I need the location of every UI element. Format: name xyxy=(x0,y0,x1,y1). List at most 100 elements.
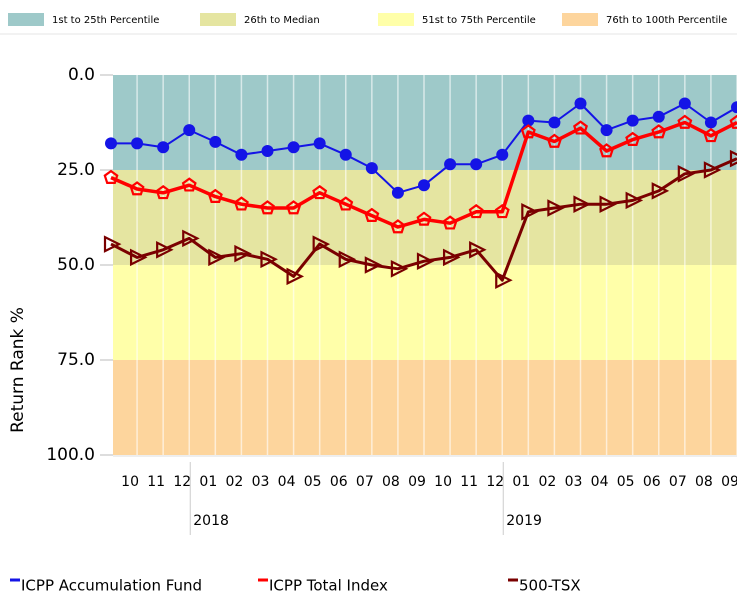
x-tick-label: 03 xyxy=(565,474,583,490)
x-tick-label: 07 xyxy=(669,474,687,490)
point xyxy=(129,248,148,267)
point xyxy=(129,181,145,196)
point xyxy=(469,241,487,259)
point xyxy=(599,195,618,213)
y-tick-label: 0.0 xyxy=(68,65,95,85)
point xyxy=(339,148,352,161)
point xyxy=(207,188,223,203)
point xyxy=(442,248,461,267)
point xyxy=(496,148,509,161)
x-tick-label: 05 xyxy=(617,474,635,490)
point xyxy=(286,267,305,286)
point xyxy=(183,124,196,137)
point xyxy=(155,184,171,200)
y-tick-label: 50.0 xyxy=(57,255,95,275)
point xyxy=(495,271,513,289)
x-tick-label: 12 xyxy=(173,474,191,490)
point xyxy=(729,149,737,168)
point xyxy=(312,184,328,200)
x-tick-label: 10 xyxy=(434,474,452,490)
point xyxy=(103,235,122,253)
point xyxy=(235,148,248,161)
point xyxy=(131,137,144,150)
point xyxy=(286,200,302,215)
series-line xyxy=(110,120,737,229)
x-tick-label: 06 xyxy=(330,474,348,490)
point xyxy=(522,114,535,127)
point xyxy=(729,114,737,129)
x-tick-label: 08 xyxy=(382,474,400,490)
point xyxy=(678,97,691,110)
point xyxy=(704,116,717,129)
point xyxy=(574,97,587,110)
point xyxy=(209,135,222,148)
band xyxy=(113,360,737,455)
point xyxy=(444,158,457,171)
point xyxy=(520,124,536,139)
point xyxy=(626,114,639,127)
point xyxy=(651,124,667,139)
point xyxy=(312,235,331,253)
point xyxy=(548,116,561,129)
legend-swatch xyxy=(8,13,44,26)
point xyxy=(364,207,380,222)
point xyxy=(494,203,510,219)
point xyxy=(260,250,278,269)
series-line xyxy=(110,157,737,282)
point xyxy=(418,179,430,192)
point xyxy=(390,219,406,234)
point xyxy=(677,114,693,129)
band xyxy=(113,265,737,360)
legend-label: ICPP Accumulation Fund xyxy=(21,577,202,594)
point xyxy=(573,195,591,213)
x-tick-label: 02 xyxy=(539,474,557,490)
x-tick-label: 01 xyxy=(512,474,530,490)
legend-label: ICPP Total Index xyxy=(269,577,388,594)
point xyxy=(731,101,737,114)
point xyxy=(625,131,641,146)
point xyxy=(470,158,483,171)
point xyxy=(546,133,562,148)
point xyxy=(416,252,435,270)
point xyxy=(390,260,409,278)
legend-swatch xyxy=(562,13,598,26)
point xyxy=(103,169,119,184)
x-tick-label: 04 xyxy=(278,474,296,490)
point xyxy=(625,191,644,210)
y-tick-label: 100.0 xyxy=(46,445,95,465)
x-tick-label: 08 xyxy=(695,474,713,490)
year-label: 2018 xyxy=(193,513,229,529)
point xyxy=(391,186,404,199)
x-tick-label: 11 xyxy=(147,474,165,490)
legend-swatch xyxy=(378,13,414,26)
point xyxy=(703,161,722,179)
x-tick-label: 09 xyxy=(721,474,737,490)
legend-label: 1st to 25th Percentile xyxy=(52,15,159,26)
legend-swatch xyxy=(200,13,236,26)
point xyxy=(365,162,378,175)
point xyxy=(547,199,565,217)
x-tick-label: 09 xyxy=(408,474,426,490)
point xyxy=(338,196,354,211)
point xyxy=(156,241,174,259)
x-tick-label: 06 xyxy=(643,474,661,490)
x-tick-label: 11 xyxy=(460,474,478,490)
point xyxy=(338,250,357,269)
legend-label: 51st to 75th Percentile xyxy=(422,15,536,26)
y-axis-label: Return Rank % xyxy=(8,307,28,433)
point xyxy=(600,124,613,137)
x-tick-label: 12 xyxy=(486,474,504,490)
band xyxy=(113,75,737,170)
point xyxy=(442,215,458,230)
x-tick-label: 05 xyxy=(304,474,322,490)
point xyxy=(182,229,200,248)
x-tick-label: 03 xyxy=(252,474,270,490)
point xyxy=(416,211,432,226)
x-tick-label: 07 xyxy=(356,474,374,490)
point xyxy=(208,248,226,267)
legend-label: 26th to Median xyxy=(244,15,320,26)
y-tick-label: 25.0 xyxy=(57,160,95,180)
point xyxy=(652,110,665,123)
point xyxy=(287,141,300,154)
year-label: 2019 xyxy=(506,513,542,529)
